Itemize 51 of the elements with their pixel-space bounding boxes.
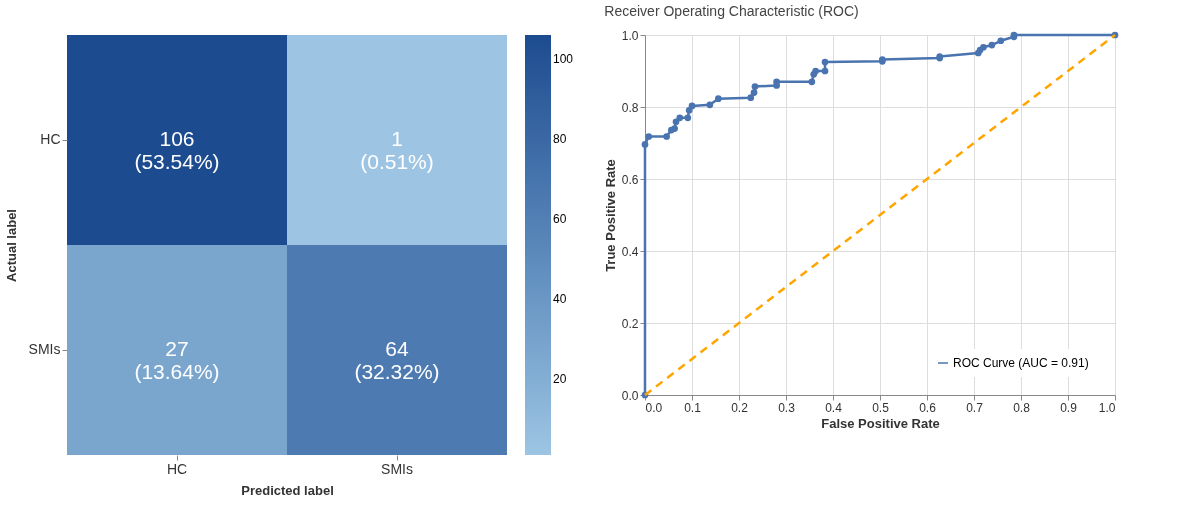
point [821, 67, 829, 75]
point [641, 141, 649, 148]
x-tick-label: 0.8 [1013, 400, 1031, 415]
data-label: 106 (53.54%) [134, 127, 220, 173]
point [988, 41, 996, 49]
point [671, 125, 678, 132]
x-tick-label: 0.7 [966, 400, 984, 415]
point [808, 78, 816, 86]
point [714, 95, 722, 103]
color-bar-label: 60 [553, 212, 567, 226]
x-tick-label: 0.6 [919, 400, 937, 415]
y-axis-title: True Positive Rate [602, 159, 618, 272]
y-tick-label: 0.6 [621, 172, 639, 187]
point [676, 114, 684, 122]
point [750, 89, 758, 96]
color-bar-label: 20 [553, 372, 567, 386]
y-tick-label: 0.4 [621, 244, 639, 259]
x-tick-label: 0.2 [731, 400, 749, 415]
x-tick-label: 0.1 [684, 400, 702, 415]
color-bar-label: 40 [553, 292, 567, 306]
color-bar-label: 100 [553, 52, 574, 66]
point [688, 102, 696, 110]
point [751, 83, 759, 90]
point [706, 101, 714, 109]
x-axis-title: Predicted label [241, 482, 334, 498]
point [684, 114, 692, 122]
y-tick-label: 0.8 [621, 100, 639, 115]
y-axis-title: Actual label [3, 209, 19, 282]
point [663, 133, 670, 140]
point [747, 94, 755, 101]
x-axis-title: False Positive Rate [821, 415, 940, 431]
x-tick-label: 0.3 [778, 400, 796, 415]
x-tick-label: 1.0 [1098, 400, 1116, 415]
data-label: 1 (0.51%) [360, 127, 434, 173]
y-tick-label: 0.0 [621, 388, 639, 403]
x-tick-label: 0.9 [1060, 400, 1078, 415]
chart-title: Receiver Operating Characteristic (ROC) [604, 3, 859, 19]
legend-label: ROC Curve (AUC = 0.91) [953, 356, 1089, 370]
data-label: 64 (32.32%) [354, 337, 440, 383]
y-tick-label: 0.2 [621, 316, 639, 331]
x-tick-label: 0.0 [645, 400, 663, 415]
point [980, 43, 987, 51]
y-tick-label: 1.0 [621, 28, 639, 43]
point [645, 133, 653, 140]
data-label: 27 (13.64%) [134, 337, 220, 383]
point [821, 58, 829, 66]
point [672, 118, 680, 126]
point [997, 37, 1005, 45]
x-tick-label: 0.5 [872, 400, 890, 415]
color-bar-label: 80 [553, 132, 567, 146]
x-tick-label: 0.4 [825, 400, 843, 415]
